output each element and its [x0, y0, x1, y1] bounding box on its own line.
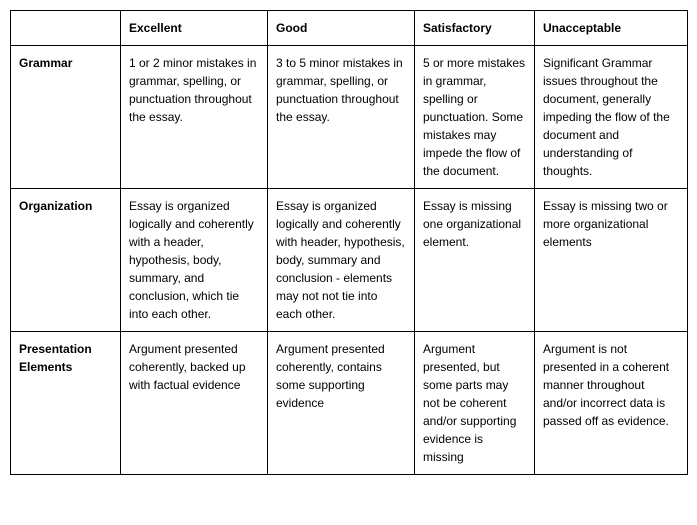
cell-grammar-excellent: 1 or 2 minor mistakes in grammar, spelli… [121, 46, 268, 189]
col-header-unacceptable: Unacceptable [535, 11, 688, 46]
col-header-excellent: Excellent [121, 11, 268, 46]
cell-presentation-excellent: Argument presented coherently, backed up… [121, 332, 268, 475]
cell-organization-unacceptable: Essay is missing two or more organizatio… [535, 189, 688, 332]
col-header-satisfactory: Satisfactory [415, 11, 535, 46]
corner-cell [11, 11, 121, 46]
row-header-presentation: Presentation Elements [11, 332, 121, 475]
col-header-good: Good [268, 11, 415, 46]
header-row: Excellent Good Satisfactory Unacceptable [11, 11, 688, 46]
rubric-table: Excellent Good Satisfactory Unacceptable… [10, 10, 688, 475]
table-row: Organization Essay is organized logicall… [11, 189, 688, 332]
cell-presentation-good: Argument presented coherently, contains … [268, 332, 415, 475]
table-row: Presentation Elements Argument presented… [11, 332, 688, 475]
cell-organization-good: Essay is organized logically and coheren… [268, 189, 415, 332]
cell-organization-excellent: Essay is organized logically and coheren… [121, 189, 268, 332]
row-header-organization: Organization [11, 189, 121, 332]
cell-presentation-unacceptable: Argument is not presented in a coherent … [535, 332, 688, 475]
cell-grammar-satisfactory: 5 or more mistakes in grammar, spelling … [415, 46, 535, 189]
table-row: Grammar 1 or 2 minor mistakes in grammar… [11, 46, 688, 189]
cell-grammar-unacceptable: Significant Grammar issues throughout th… [535, 46, 688, 189]
cell-organization-satisfactory: Essay is missing one organizational elem… [415, 189, 535, 332]
row-header-grammar: Grammar [11, 46, 121, 189]
cell-presentation-satisfactory: Argument presented, but some parts may n… [415, 332, 535, 475]
cell-grammar-good: 3 to 5 minor mistakes in grammar, spelli… [268, 46, 415, 189]
